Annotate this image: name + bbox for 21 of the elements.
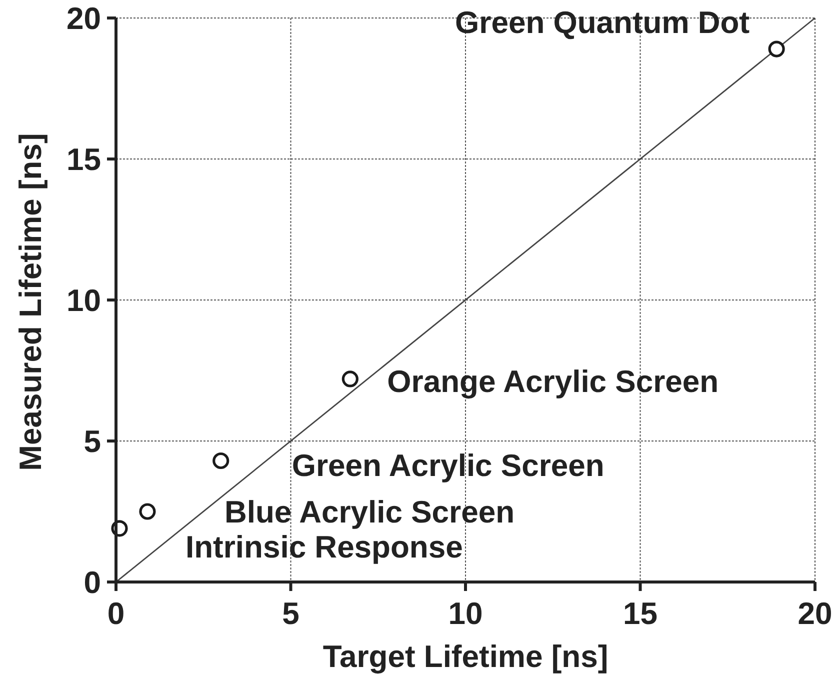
x-tick-label: 0 [107,596,125,631]
y-tick-label: 20 [66,1,101,36]
annotation: Blue Acrylic Screen [224,494,515,530]
annotation: Green Quantum Dot [455,5,750,40]
point [212,452,230,470]
x-tick-label: 20 [798,596,832,631]
point [768,40,785,58]
y-tick-label: 0 [84,565,101,600]
y-axis-title: Measured Lifetime [ns] [13,133,48,471]
x-axis-title: Target Lifetime [ns] [322,639,608,674]
y-tick-label: 15 [66,142,101,178]
y-tick-label: 10 [66,283,101,318]
x-tick-label: 5 [282,596,300,631]
x-tick-label: 15 [623,596,658,631]
annotation: Intrinsic Response [185,530,463,565]
annotation: Green Acrylic Screen [292,448,604,483]
point [139,503,156,520]
annotation: Orange Acrylic Screen [387,364,719,400]
y-tick-label: 5 [84,424,101,460]
x-tick-label: 10 [448,596,483,631]
point [342,370,358,388]
